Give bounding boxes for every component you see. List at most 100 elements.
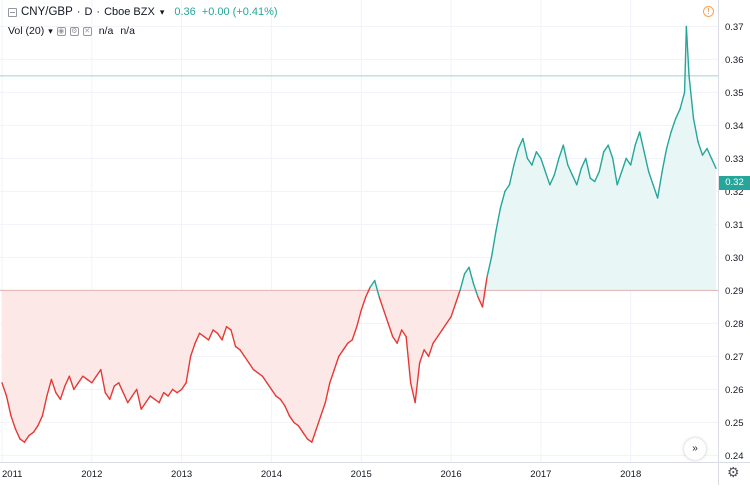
price-axis[interactable]: 0.37 0.36 0.35 0.34 0.33 0.32 0.31 0.30 0.29 0.28… xyxy=(718,0,750,462)
series-segment-49 xyxy=(216,332,223,341)
series-segment-106 xyxy=(472,283,479,298)
series-segment-159 xyxy=(706,147,713,160)
series-segment-143 xyxy=(638,131,645,153)
series-segment-109 xyxy=(486,256,493,278)
series-segment-72 xyxy=(320,401,327,417)
series-segment-126 xyxy=(562,144,569,166)
series-segment-24 xyxy=(104,392,111,400)
series-segment-128 xyxy=(571,174,578,186)
series-segment-122 xyxy=(544,170,551,186)
series-segment-65 xyxy=(288,415,295,424)
series-segment-50 xyxy=(221,326,228,341)
series-segment-95 xyxy=(423,349,430,358)
series-segment-3 xyxy=(10,415,17,430)
settings-icon[interactable]: ⚙ xyxy=(69,26,79,36)
chevron-down-icon[interactable]: ▾ xyxy=(48,25,53,36)
series-segment-127 xyxy=(567,164,574,176)
series-segment-79 xyxy=(351,326,358,341)
x-tick-label-3: 2014 xyxy=(261,469,282,480)
series-segment-101 xyxy=(450,302,457,318)
legend-symbol[interactable]: CNY/GBP xyxy=(21,6,73,18)
y-tick-label-12: 0.25 xyxy=(725,418,744,429)
series-segment-92 xyxy=(409,382,416,404)
eye-icon[interactable]: ◉ xyxy=(56,26,66,36)
x-tick-label-4: 2015 xyxy=(351,469,372,480)
legend-exchange: Cboe BZX xyxy=(104,6,155,18)
legend-change: +0.00 (+0.41%) xyxy=(201,6,278,18)
series-segment-117 xyxy=(522,137,529,160)
series-segment-97 xyxy=(432,335,439,344)
series-segment-4 xyxy=(14,428,21,440)
series-segment-114 xyxy=(508,164,515,186)
series-segment-124 xyxy=(553,157,560,176)
volume-value-1: n/a xyxy=(98,25,114,37)
series-segment-138 xyxy=(616,170,623,186)
y-tick-label-2: 0.35 xyxy=(725,88,744,99)
series-segment-121 xyxy=(540,157,547,173)
series-segment-12 xyxy=(50,378,57,394)
series-segment-45 xyxy=(198,332,205,338)
series-segment-36 xyxy=(158,392,165,404)
time-axis[interactable]: 2011 2012 2013 2014 2015 2016 2017 2018 xyxy=(0,462,718,485)
price-chart[interactable] xyxy=(0,0,718,462)
series-segment-31 xyxy=(136,388,142,410)
series-segment-38 xyxy=(167,388,174,397)
y-tick-label-11: 0.26 xyxy=(725,385,744,396)
series-segment-48 xyxy=(212,329,219,334)
series-segment-142 xyxy=(634,131,641,146)
series-segment-107 xyxy=(477,296,484,308)
y-tick-label-10: 0.27 xyxy=(725,352,744,363)
below-baseline-fill xyxy=(2,290,716,443)
series-segment-105 xyxy=(468,266,475,285)
series-segment-70 xyxy=(311,428,318,443)
collapse-legend-icon[interactable] xyxy=(8,7,17,17)
series-segment-85 xyxy=(378,296,385,311)
series-segment-112 xyxy=(499,190,506,209)
close-icon[interactable]: ✕ xyxy=(82,26,92,36)
series-segment-16 xyxy=(68,375,75,391)
series-segment-155 xyxy=(688,75,695,120)
series-segment-123 xyxy=(549,174,556,186)
series-segment-88 xyxy=(391,335,398,344)
chart-area[interactable] xyxy=(0,0,718,462)
series-segment-74 xyxy=(329,368,336,384)
series-segment-96 xyxy=(427,342,434,358)
chevron-down-icon[interactable]: ▾ xyxy=(159,6,165,17)
series-segment-7 xyxy=(28,431,35,437)
series-segment-15 xyxy=(64,375,71,387)
volume-label[interactable]: Vol (20) xyxy=(8,25,45,37)
x-tick-label-2: 2013 xyxy=(171,469,192,480)
gear-icon[interactable]: ⚙ xyxy=(727,464,740,480)
series-segment-108 xyxy=(481,276,488,308)
series-segment-125 xyxy=(558,144,565,160)
series-segment-141 xyxy=(629,144,636,166)
series-segment-160 xyxy=(710,157,717,170)
series-segment-153 xyxy=(683,25,688,94)
volume-value-2: n/a xyxy=(120,25,135,37)
series-segment-57 xyxy=(252,368,259,374)
x-tick-label-1: 2012 xyxy=(81,469,102,480)
series-segment-33 xyxy=(144,395,151,404)
series-segment-32 xyxy=(140,401,147,410)
series-segment-132 xyxy=(589,177,596,183)
legend-interval: D xyxy=(84,6,93,18)
alert-icon[interactable]: ! xyxy=(703,6,714,17)
series-segment-118 xyxy=(526,157,533,166)
legend-separator-2: · xyxy=(96,6,101,18)
series-segment-139 xyxy=(620,157,627,173)
series-segment-119 xyxy=(531,151,538,166)
series-segment-111 xyxy=(495,207,502,232)
axis-corner xyxy=(718,462,750,485)
series-segment-137 xyxy=(612,157,618,186)
last-price-tag: 0.32 xyxy=(719,176,750,190)
scroll-to-realtime-button[interactable]: » xyxy=(684,438,706,460)
y-tick-label-6: 0.31 xyxy=(725,220,744,231)
series-segment-58 xyxy=(257,372,264,377)
series-segment-81 xyxy=(360,296,367,311)
series-segment-135 xyxy=(603,144,609,153)
series-segment-91 xyxy=(405,335,412,384)
legend-last-price: 0.36 xyxy=(174,6,196,18)
series-segment-18 xyxy=(77,375,84,384)
x-tick-label-7: 2018 xyxy=(620,469,641,480)
series-segment-41 xyxy=(180,382,187,391)
